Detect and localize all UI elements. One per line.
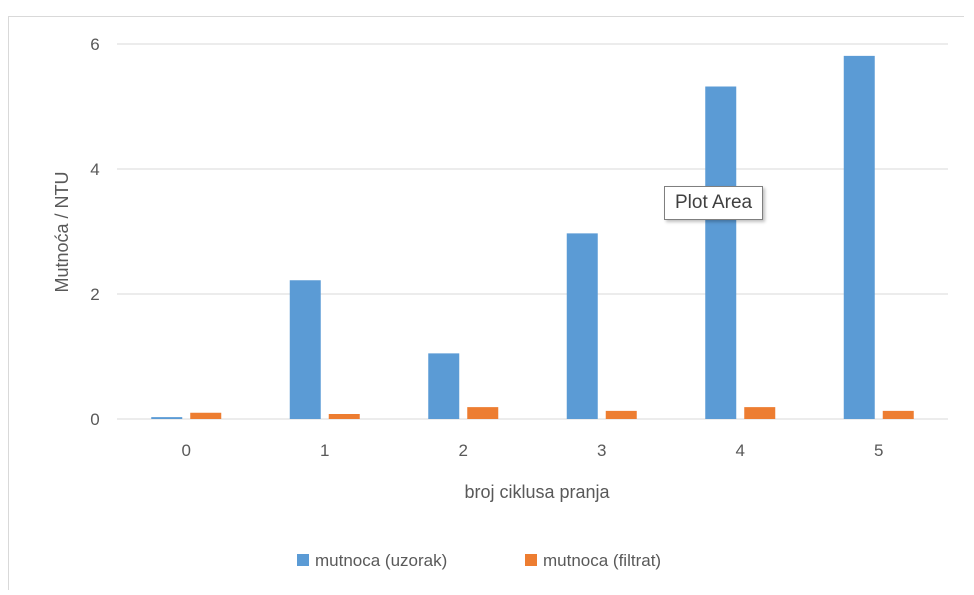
x-tick-label: 5: [874, 441, 883, 460]
legend-label: mutnoca (filtrat): [543, 551, 661, 570]
bar-uzorak-2[interactable]: [428, 353, 460, 419]
bar-uzorak-1[interactable]: [289, 280, 321, 419]
bar-filtrat-5[interactable]: [882, 410, 914, 419]
bar-filtrat-3[interactable]: [605, 410, 637, 419]
bar-filtrat-1[interactable]: [328, 414, 360, 419]
chart-frame: [8, 16, 964, 590]
bar-uzorak-3[interactable]: [566, 233, 598, 419]
legend-label: mutnoca (uzorak): [315, 551, 447, 570]
bar-filtrat-2[interactable]: [467, 407, 499, 419]
x-tick-label: 2: [459, 441, 468, 460]
bar-uzorak-4[interactable]: [705, 86, 737, 420]
y-tick-label: 0: [90, 410, 99, 429]
x-tick-label: 0: [182, 441, 191, 460]
bar-uzorak-0[interactable]: [151, 417, 183, 419]
y-tick-label: 2: [90, 285, 99, 304]
legend-swatch: [525, 554, 537, 566]
y-tick-label: 6: [90, 35, 99, 54]
legend: mutnoca (uzorak) mutnoca (filtrat): [297, 551, 661, 570]
y-axis-title: Mutnoća / NTU: [52, 171, 72, 292]
bar-uzorak-5[interactable]: [843, 55, 875, 419]
plot-area-tooltip: Plot Area: [664, 186, 764, 220]
y-tick-label: 4: [90, 160, 99, 179]
bar-filtrat-4[interactable]: [744, 407, 776, 419]
x-tick-label: 4: [736, 441, 745, 460]
x-axis-title: broj ciklusa pranja: [464, 482, 610, 502]
legend-swatch: [297, 554, 309, 566]
x-tick-label: 3: [597, 441, 606, 460]
bar-filtrat-0[interactable]: [190, 412, 222, 419]
x-tick-label: 1: [320, 441, 329, 460]
